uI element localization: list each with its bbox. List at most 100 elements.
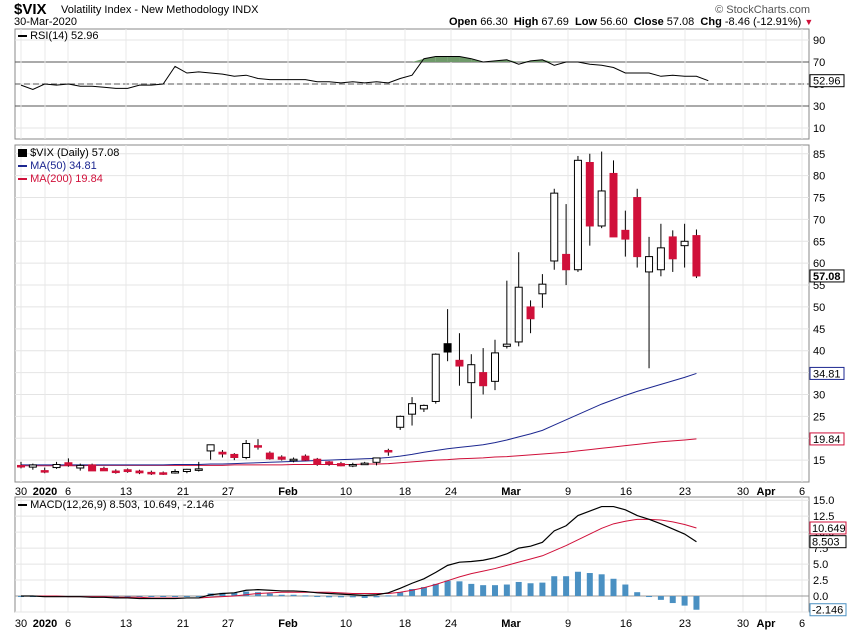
macd-x-axis: 30 2020 6 13 21 27 Feb 10 18 24 Mar 9 16 23 30 Apr 6 <box>15 618 805 630</box>
watermark: © StockCharts.com <box>715 4 810 16</box>
price-x-tick-label: 23 <box>679 486 691 498</box>
candle-body <box>135 470 144 474</box>
ticker-name: Volatility Index - New Methodology INDX <box>61 4 259 16</box>
candle-body <box>28 464 37 468</box>
price-tick-label: 50 <box>813 302 825 314</box>
candle-body <box>680 240 689 247</box>
rsi-tick-label: 30 <box>813 101 825 113</box>
macd-histogram-bar <box>610 578 617 597</box>
macd-histogram-bar <box>456 581 463 597</box>
macd-histogram-bar <box>622 584 629 597</box>
macd-histogram-bar <box>539 582 546 597</box>
macd-legend-text: MACD(12,26,9) 8.503, 10.649, -2.146 <box>30 499 215 511</box>
candle-body <box>514 286 523 343</box>
price-x-tick-label: 9 <box>565 486 571 498</box>
macd-histogram-bar <box>172 596 179 598</box>
candle-body <box>396 415 405 428</box>
macd-histogram-bar <box>468 583 475 597</box>
candle-body <box>99 467 108 472</box>
candle-body <box>538 283 547 295</box>
ma50-last-label: 34.81 <box>813 368 841 380</box>
macd-histogram-bar <box>326 596 333 598</box>
candle-body <box>419 404 428 410</box>
macd-histogram-bar <box>112 596 119 598</box>
macd-histogram-bar <box>278 594 285 597</box>
macd-x-tick-label: 13 <box>120 618 132 630</box>
quote-bar: Open 66.30 High 67.69 Low 56.60 Close 57… <box>449 16 813 28</box>
candle-body <box>645 256 654 273</box>
price-tick-label: 40 <box>813 346 825 358</box>
candle-body <box>467 364 476 384</box>
candle-body <box>550 192 559 262</box>
price-close-box <box>809 269 845 283</box>
candle-body <box>348 463 357 467</box>
price-x-tick-label: Feb <box>278 486 298 498</box>
macd-x-tick-label: 21 <box>177 618 189 630</box>
macd-histogram-bar <box>255 592 261 597</box>
macd-histogram-bar <box>290 594 297 597</box>
macd-x-tick-label: 23 <box>679 618 691 630</box>
candle-body <box>289 458 298 462</box>
macd-histogram-bar <box>124 596 131 598</box>
macd-histogram-bar <box>598 574 605 597</box>
candle-body <box>585 162 594 227</box>
price-x-tick-label: 21 <box>177 486 189 498</box>
macd-histogram-bar <box>681 596 688 606</box>
price-tick-label: 85 <box>813 149 825 161</box>
chg-value: -8.46 (-12.91%) <box>724 16 802 28</box>
candle-body <box>123 469 132 473</box>
rsi-panel <box>14 28 810 140</box>
macd-line <box>21 505 697 600</box>
candle-body <box>443 343 452 353</box>
macd-x-tick-label: 6 <box>65 618 71 630</box>
chart-date: 30-Mar-2020 <box>14 16 77 28</box>
macd-legend-icon <box>18 504 27 507</box>
candle-body <box>40 470 49 473</box>
macd-histogram-bar <box>385 595 392 597</box>
macd-tick-label: 12.5 <box>813 511 834 523</box>
rsi-legend-text: RSI(14) 52.96 <box>30 30 99 42</box>
macd-x-tick-label: Mar <box>501 618 521 630</box>
price-x-tick-label: 13 <box>120 486 132 498</box>
macd-histogram-bar <box>646 596 653 598</box>
chg-label: Chg <box>700 16 722 28</box>
macd-histogram-bar <box>693 596 700 610</box>
price-tick-label: 15 <box>813 455 825 467</box>
macd-histogram-bar <box>527 583 534 597</box>
macd-histogram-bar <box>444 580 451 597</box>
macd-signal-last-box <box>809 521 847 535</box>
ma200-last-label: 19.84 <box>813 434 841 446</box>
macd-hist-last-box <box>809 603 847 617</box>
price-layer <box>17 151 701 475</box>
rsi-overbought-area <box>447 56 460 62</box>
price-legend-ma200: MA(200) 19.84 <box>18 173 119 186</box>
macd-histogram-bar <box>492 585 498 597</box>
candle-body <box>431 353 440 402</box>
candle-body <box>668 236 677 260</box>
candle-body <box>277 456 286 460</box>
rsi-grid <box>15 29 809 139</box>
rsi-last-value-label: 52.96 <box>813 76 841 88</box>
ticker-fullname: Volatility Index - New Methodology <box>61 4 230 16</box>
candle-body <box>17 464 25 468</box>
price-x-tick-label: 24 <box>445 486 457 498</box>
price-tick-label: 80 <box>813 171 825 183</box>
macd-histogram-bar <box>266 593 273 597</box>
price-tick-label: 45 <box>813 324 825 336</box>
price-legend-ma50: MA(50) 34.81 <box>18 160 119 173</box>
price-tick-label: 75 <box>813 193 825 205</box>
macd-histogram-bar <box>503 584 510 597</box>
price-close-label: 57.08 <box>813 271 841 283</box>
macd-histogram-bar <box>361 596 368 598</box>
high-label: High <box>513 16 539 28</box>
candle-body <box>455 359 464 367</box>
price-tick-label: 55 <box>813 280 825 292</box>
low-value: 56.60 <box>600 16 628 28</box>
price-x-tick-label: 18 <box>399 486 411 498</box>
ma50-last-box <box>809 366 845 380</box>
candle-body <box>336 463 345 467</box>
price-frame <box>14 144 810 483</box>
close-label: Close <box>633 16 664 28</box>
macd-histogram-bar <box>574 571 581 597</box>
